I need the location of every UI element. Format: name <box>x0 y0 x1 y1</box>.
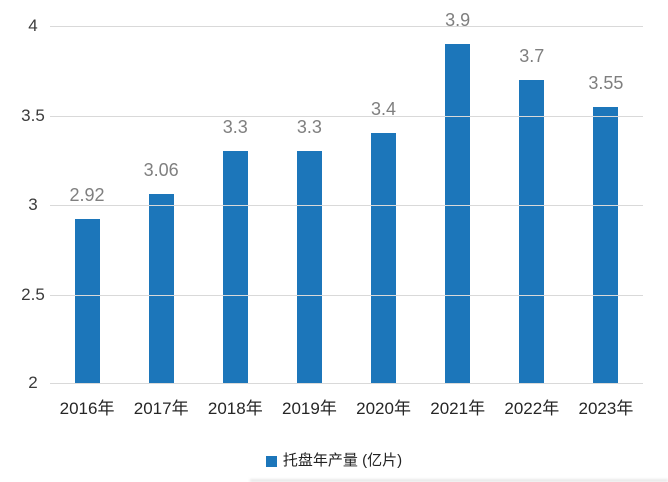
x-axis-tick-label: 2018年 <box>207 399 263 418</box>
x-axis-tick-label: 2022年 <box>504 399 560 418</box>
y-axis-tick-label: 2 <box>28 373 38 392</box>
y-axis-tick-label: 3.5 <box>21 106 45 125</box>
plot-area: 2.92 3.06 3.3 3.3 3.4 3.9 3.7 3.55 <box>50 10 643 384</box>
bar-value-label: 3.9 <box>445 9 471 30</box>
bar-value-label: 2.92 <box>69 185 105 206</box>
gridline <box>50 383 643 384</box>
bar <box>593 106 619 384</box>
gridline <box>50 116 643 117</box>
bar-slot: 3.4 <box>347 26 421 384</box>
gridline <box>50 295 643 296</box>
bar-value-label: 3.4 <box>371 99 397 120</box>
gridline <box>50 26 643 27</box>
bar-slot: 3.06 <box>124 26 198 384</box>
bar-value-label: 3.06 <box>143 160 179 181</box>
x-axis-tick-label: 2021年 <box>430 399 486 418</box>
legend: 托盘年产量 (亿片) <box>0 452 668 470</box>
bar <box>371 133 397 384</box>
bar-slot: 2.92 <box>50 26 124 384</box>
bar-slot: 3.7 <box>495 26 569 384</box>
bar-slot: 3.9 <box>421 10 495 384</box>
bar <box>445 43 471 384</box>
x-axis-tick-label: 2020年 <box>356 399 411 418</box>
bar-value-label: 3.3 <box>222 117 248 138</box>
legend-label: 托盘年产量 (亿片) <box>282 452 403 469</box>
cropped-content-artifact <box>250 479 668 482</box>
bar-slot: 3.55 <box>569 26 643 384</box>
x-axis-tick-label: 2016年 <box>59 399 115 418</box>
bar-value-label: 3.55 <box>588 72 624 93</box>
bar <box>296 151 322 384</box>
bar-value-label: 3.3 <box>296 117 322 138</box>
y-axis-tick-label: 4 <box>28 16 38 35</box>
bar-value-label: 3.7 <box>519 45 545 66</box>
bar <box>222 151 248 384</box>
bar <box>148 194 174 384</box>
gridline <box>50 205 643 206</box>
x-axis-tick-label: 2019年 <box>282 399 337 418</box>
bar <box>74 219 100 384</box>
x-axis-tick-label: 2023年 <box>578 399 634 418</box>
y-axis-tick-label: 2.5 <box>21 285 45 304</box>
legend-square-icon <box>265 455 277 467</box>
bar-slot: 3.3 <box>198 26 272 384</box>
x-axis-labels: 2016年 2017年 2018年 2019年 2020年 2021年 2022年 2023年 <box>50 398 643 420</box>
x-axis-tick-label: 2017年 <box>133 399 189 418</box>
bar-slot: 3.3 <box>272 26 346 384</box>
y-axis-tick-label: 3 <box>28 195 38 214</box>
bars-container: 2.92 3.06 3.3 3.3 3.4 3.9 3.7 3.55 <box>50 10 643 384</box>
bar <box>519 79 545 384</box>
